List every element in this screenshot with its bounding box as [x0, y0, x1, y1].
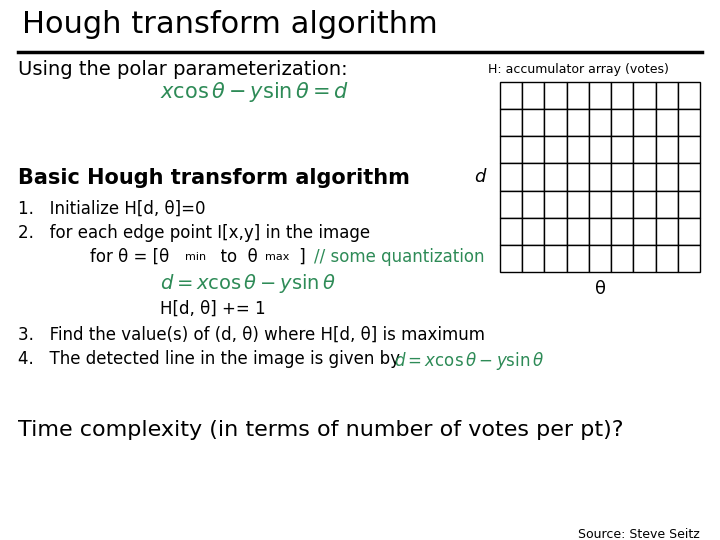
Bar: [655, 82, 678, 109]
Text: 1.   Initialize H[d, θ]=0: 1. Initialize H[d, θ]=0: [18, 200, 205, 218]
Bar: [634, 109, 655, 136]
Bar: [634, 164, 655, 191]
Bar: [634, 218, 655, 245]
Bar: [522, 164, 544, 191]
Text: to  θ: to θ: [210, 248, 258, 266]
Bar: [522, 218, 544, 245]
Bar: [611, 218, 634, 245]
Text: Hough transform algorithm: Hough transform algorithm: [22, 10, 438, 39]
Bar: [655, 191, 678, 218]
Bar: [567, 191, 589, 218]
Bar: [522, 82, 544, 109]
Bar: [589, 136, 611, 164]
Bar: [567, 82, 589, 109]
Bar: [634, 136, 655, 164]
Bar: [611, 245, 634, 272]
Bar: [678, 191, 700, 218]
Bar: [678, 82, 700, 109]
Text: 3.   Find the value(s) of (d, θ) where H[d, θ] is maximum: 3. Find the value(s) of (d, θ) where H[d…: [18, 326, 485, 344]
Bar: [544, 109, 567, 136]
Bar: [500, 164, 522, 191]
Bar: [589, 191, 611, 218]
Bar: [544, 191, 567, 218]
Bar: [678, 164, 700, 191]
Bar: [611, 82, 634, 109]
Bar: [567, 245, 589, 272]
Text: min: min: [185, 252, 206, 262]
Bar: [544, 136, 567, 164]
Bar: [522, 245, 544, 272]
Text: H: accumulator array (votes): H: accumulator array (votes): [488, 63, 669, 76]
Text: Time complexity (in terms of number of votes per pt)?: Time complexity (in terms of number of v…: [18, 420, 624, 440]
Bar: [655, 164, 678, 191]
Bar: [589, 164, 611, 191]
Bar: [655, 109, 678, 136]
Bar: [567, 136, 589, 164]
Bar: [655, 136, 678, 164]
Bar: [544, 164, 567, 191]
Bar: [678, 245, 700, 272]
Bar: [589, 245, 611, 272]
Bar: [678, 109, 700, 136]
Text: $d = x\cos\theta - y\sin\theta$: $d = x\cos\theta - y\sin\theta$: [160, 272, 336, 295]
Text: θ: θ: [595, 280, 606, 298]
Bar: [522, 191, 544, 218]
Bar: [655, 218, 678, 245]
Text: 2.   for each edge point I[x,y] in the image: 2. for each edge point I[x,y] in the ima…: [18, 224, 370, 242]
Text: $d = x\cos\theta - y\sin\theta$: $d = x\cos\theta - y\sin\theta$: [394, 350, 544, 372]
Bar: [567, 218, 589, 245]
Text: max: max: [265, 252, 289, 262]
Text: for θ = [θ: for θ = [θ: [90, 248, 169, 266]
Bar: [500, 218, 522, 245]
Bar: [500, 191, 522, 218]
Text: Using the polar parameterization:: Using the polar parameterization:: [18, 60, 348, 79]
Bar: [522, 109, 544, 136]
Bar: [611, 136, 634, 164]
Text: Basic Hough transform algorithm: Basic Hough transform algorithm: [18, 168, 410, 188]
Bar: [611, 164, 634, 191]
Bar: [500, 109, 522, 136]
Bar: [544, 82, 567, 109]
Bar: [522, 136, 544, 164]
Text: // some quantization: // some quantization: [314, 248, 485, 266]
Bar: [544, 245, 567, 272]
Bar: [589, 82, 611, 109]
Text: $x\cos\theta - y\sin\theta = d$: $x\cos\theta - y\sin\theta = d$: [160, 80, 349, 104]
Bar: [589, 218, 611, 245]
Bar: [611, 109, 634, 136]
Text: Source: Steve Seitz: Source: Steve Seitz: [578, 528, 700, 540]
Text: H[d, θ] += 1: H[d, θ] += 1: [160, 300, 266, 318]
Bar: [567, 109, 589, 136]
Text: d: d: [474, 168, 486, 186]
Bar: [611, 191, 634, 218]
Bar: [634, 191, 655, 218]
Bar: [634, 82, 655, 109]
Text: 4.   The detected line in the image is given by: 4. The detected line in the image is giv…: [18, 350, 405, 368]
Bar: [567, 164, 589, 191]
Bar: [678, 136, 700, 164]
Bar: [500, 136, 522, 164]
Bar: [634, 245, 655, 272]
Text: ]: ]: [294, 248, 316, 266]
Bar: [678, 218, 700, 245]
Bar: [655, 245, 678, 272]
Bar: [589, 109, 611, 136]
Bar: [500, 82, 522, 109]
Bar: [500, 245, 522, 272]
Bar: [544, 218, 567, 245]
